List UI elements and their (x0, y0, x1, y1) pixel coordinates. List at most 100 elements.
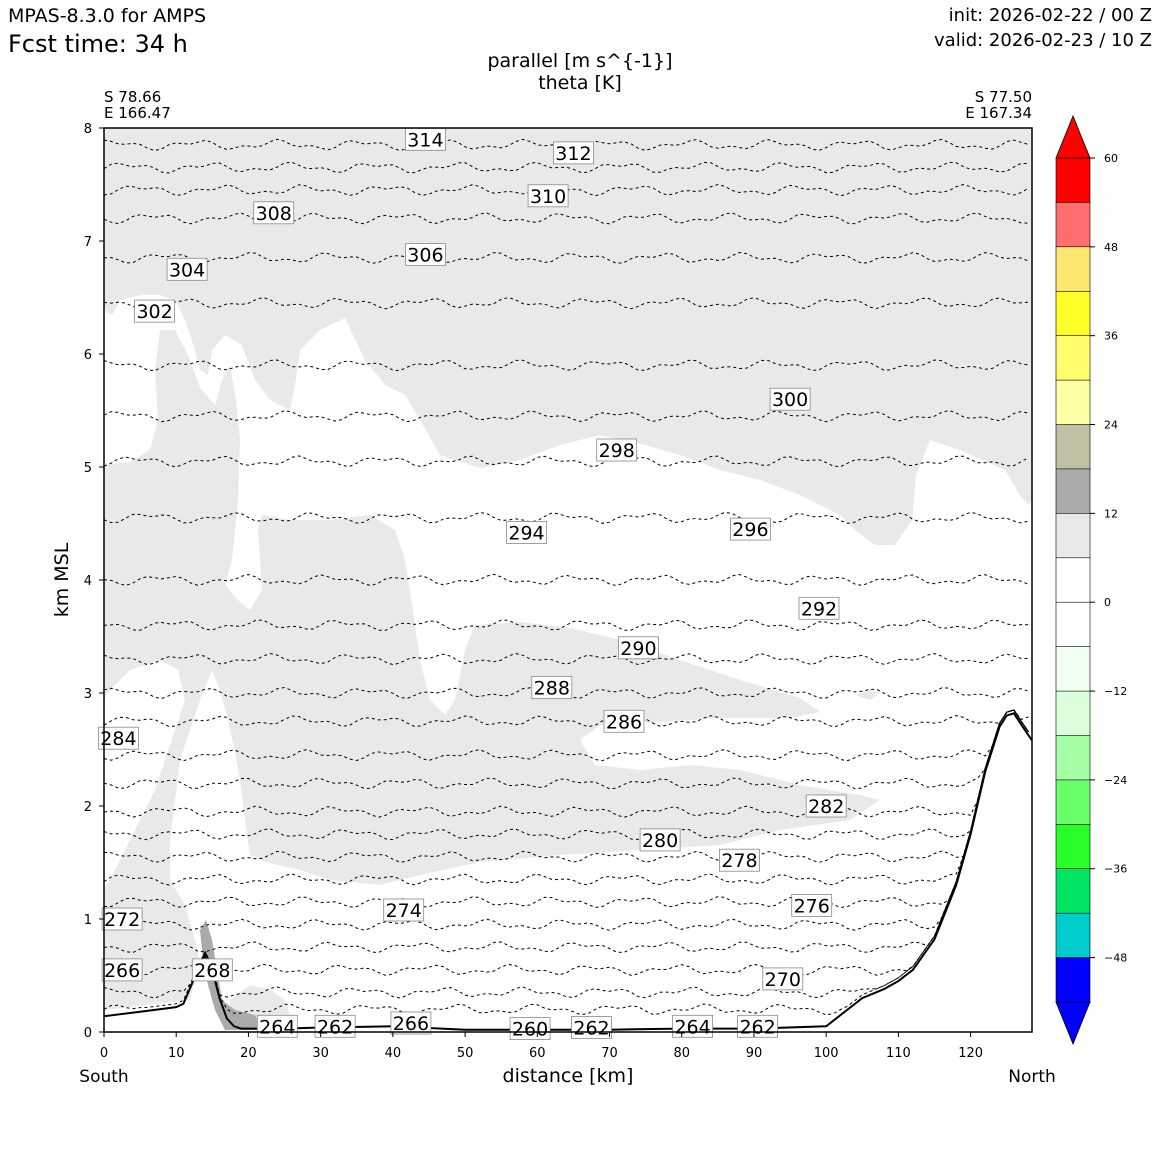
theta-label-box (527, 184, 569, 208)
y-tick-label: 3 (84, 687, 92, 702)
theta-label-box (531, 676, 573, 699)
isentrope-line (104, 511, 1029, 524)
theta-label-text: 292 (801, 598, 837, 620)
north-direction-label: North (1008, 1067, 1056, 1087)
colorbar-segment (1055, 379, 1091, 426)
theta-label-box (166, 257, 208, 281)
theta-label: 302 (134, 299, 176, 323)
theta-label: 314 (404, 127, 446, 151)
theta-label-box (404, 243, 446, 267)
colorbar-tick-label: −12 (1104, 685, 1127, 698)
theta-label-text: 262 (573, 1018, 609, 1040)
wind-shading-upper (104, 128, 1032, 545)
colorbar-segment (1055, 912, 1091, 959)
y-axis-label: km MSL (51, 542, 73, 618)
theta-label-text: 298 (599, 440, 635, 462)
start-longitude: E 166.47 (104, 104, 171, 122)
theta-label-box (98, 726, 139, 750)
x-tick-label: 20 (240, 1046, 257, 1061)
isentrope-line (104, 709, 1029, 762)
x-tick-label: 0 (100, 1046, 108, 1061)
theta-label-box (253, 201, 295, 225)
isentrope-line (104, 455, 1029, 468)
y-tick-label: 1 (84, 913, 92, 928)
colorbar-segment (1055, 779, 1091, 826)
theta-label-text: 278 (721, 850, 757, 872)
theta-label: 300 (769, 387, 811, 411)
colorbar-segment (1055, 690, 1091, 737)
y-tick-label: 4 (84, 574, 92, 589)
theta-label: 276 (791, 894, 833, 917)
colorbar-segment (1055, 823, 1091, 870)
theta-label-text: 272 (104, 909, 140, 931)
wind-shading-mid-3 (855, 690, 880, 700)
theta-label-text: 302 (136, 301, 172, 323)
start-latitude: S 78.66 (104, 88, 162, 106)
theta-label-text: 314 (407, 129, 443, 151)
wind-shading-mid (104, 330, 880, 1010)
theta-label-box (618, 636, 659, 660)
colorbar-tick-label: −24 (1104, 774, 1127, 787)
wind-shading-dark (200, 920, 262, 1030)
theta-label-text: 282 (808, 796, 844, 818)
theta-label-text: 274 (386, 900, 422, 922)
theta-label-text: 262 (739, 1016, 775, 1038)
isentrope-line (104, 709, 1029, 1016)
theta-label-box (805, 794, 847, 818)
theta-label-box (191, 958, 233, 982)
isentrope-line (104, 573, 1029, 587)
x-axis-label: distance [km] (502, 1065, 634, 1087)
end-point-coordinates: S 77.50 E 167.34 (965, 89, 1032, 121)
isentrope-line (104, 709, 1029, 728)
x-tick-label: 110 (886, 1046, 911, 1061)
theta-label: 290 (618, 636, 659, 660)
colorbar-segment (1055, 335, 1091, 381)
init-time-label: init: 2026-02-22 / 00 Z (948, 5, 1152, 26)
isentrope-line (104, 709, 1029, 976)
theta-label-box (571, 1016, 612, 1039)
theta-label: 288 (531, 676, 573, 699)
y-tick-label: 8 (84, 122, 92, 137)
x-axis-ticks: 0 10 20 30 40 50 60 70 80 90 100 110 120 (100, 1032, 983, 1061)
theta-label-text: 276 (794, 895, 830, 917)
x-tick-label: 40 (385, 1046, 402, 1061)
theta-label-box (596, 438, 638, 462)
colorbar-tick-label: 36 (1104, 330, 1118, 343)
theta-label: 296 (730, 517, 771, 541)
theta-label-text: 260 (512, 1019, 548, 1041)
theta-label-text: 300 (772, 389, 808, 411)
y-axis-ticks: 0 1 2 3 4 5 6 7 8 (84, 122, 104, 1041)
theta-label-box (553, 141, 594, 165)
theta-label-box (639, 828, 681, 852)
y-tick-label: 6 (84, 348, 92, 363)
theta-label: 308 (253, 201, 295, 225)
theta-label-box (509, 1017, 551, 1040)
theta-label-text: 268 (194, 960, 230, 982)
y-tick-label: 2 (84, 800, 92, 815)
theta-label: 262 (737, 1014, 778, 1038)
forecast-time-label: Fcst time: 34 h (8, 30, 188, 58)
theta-label: 298 (596, 438, 638, 462)
wind-shading-mid-2 (330, 700, 410, 772)
model-label: MPAS-8.3.0 for AMPS (8, 5, 207, 27)
theta-label: 260 (509, 1017, 551, 1041)
theta-label: 282 (805, 794, 847, 818)
colorbar-tick-label: 12 (1104, 507, 1118, 520)
colorbar-segment (1055, 202, 1091, 248)
theta-label: 262 (571, 1016, 612, 1040)
isentrope-line (104, 709, 1029, 790)
theta-label: 266 (390, 1011, 432, 1035)
colorbar-segment (1055, 868, 1091, 914)
theta-label: 292 (798, 596, 840, 620)
y-tick-label: 7 (84, 235, 92, 250)
colorbar-tick-label: 60 (1104, 152, 1118, 165)
theta-label-box (769, 387, 811, 411)
theta-label-text: 294 (508, 523, 544, 545)
colorbar-segment (1055, 424, 1091, 470)
colorbar-tick-label: 24 (1104, 419, 1118, 432)
colorbar-over-arrow (1055, 114, 1091, 159)
theta-label: 264 (672, 1014, 713, 1038)
theta-label-text: 280 (642, 830, 678, 852)
theta-label: 270 (762, 967, 804, 991)
